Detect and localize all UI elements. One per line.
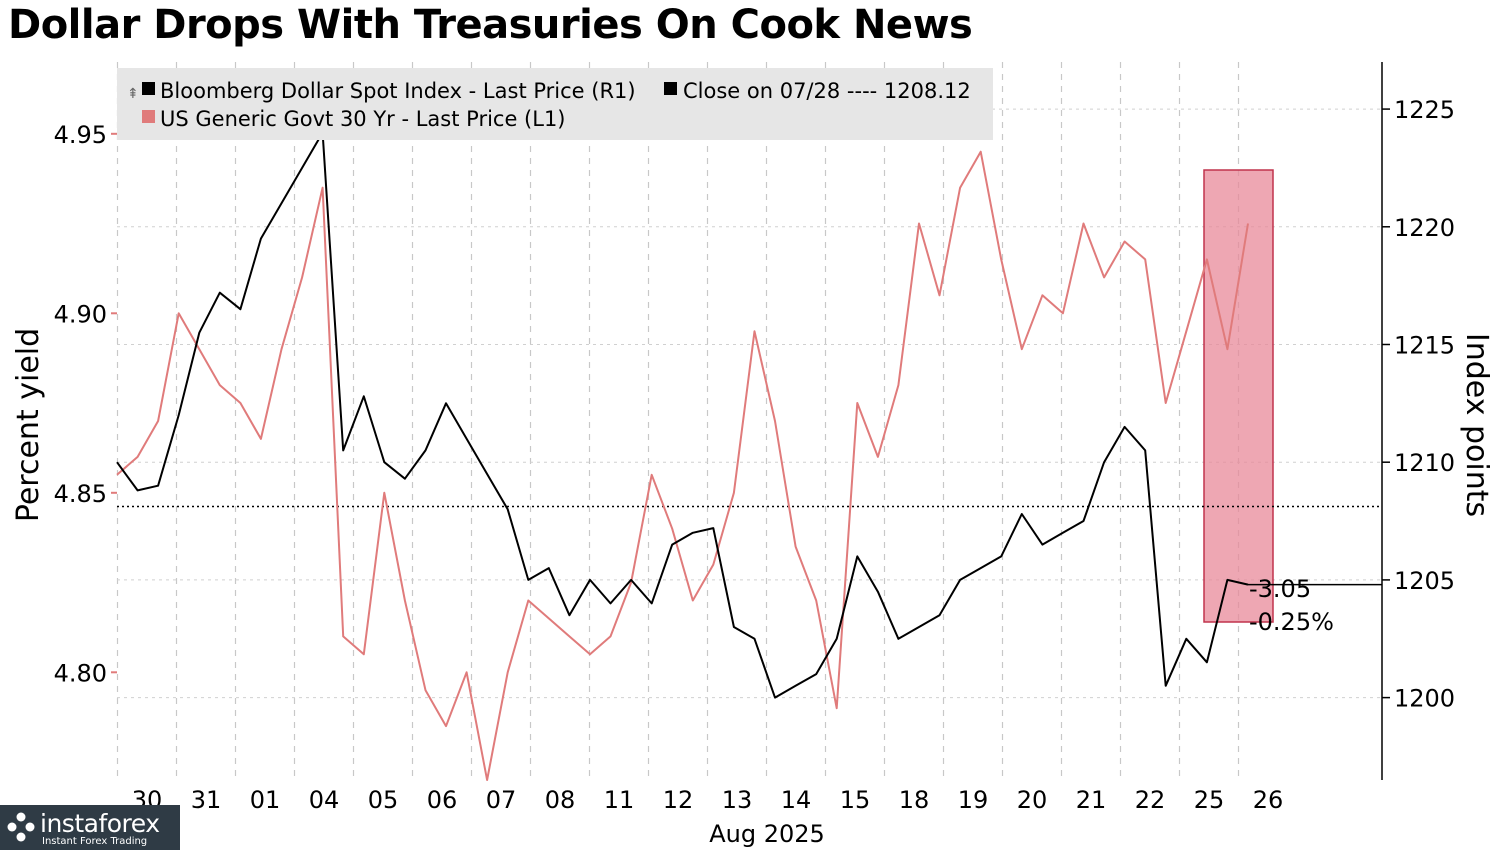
watermark-name: instaforex xyxy=(40,809,160,838)
right-tick-label: 1220 xyxy=(1394,214,1455,242)
left-tick-label: 4.85 xyxy=(54,480,107,508)
x-tick-label: 19 xyxy=(958,786,989,814)
left-axis-title: Percent yield xyxy=(11,328,46,522)
x-tick-label: 26 xyxy=(1253,786,1284,814)
dollar-series-line xyxy=(116,131,1249,699)
instaforex-logo-icon xyxy=(7,812,35,842)
legend-swatch-dollar xyxy=(142,82,155,95)
x-tick-label: 15 xyxy=(840,786,871,814)
left-tick-label: 4.80 xyxy=(54,659,107,687)
left-tick-label: 4.95 xyxy=(54,121,107,149)
legend-close-label: Close on 07/28 ---- 1208.12 xyxy=(683,79,971,103)
x-month-label: Aug 2025 xyxy=(709,820,825,848)
x-tick-label: 13 xyxy=(722,786,753,814)
highlight-layer xyxy=(1203,169,1274,623)
annotation-layer: -3.05 -0.25% xyxy=(1249,575,1334,636)
legend-swatch-yield xyxy=(142,110,155,123)
x-tick-label: 21 xyxy=(1076,786,1107,814)
watermark-tagline: Instant Forex Trading xyxy=(42,836,148,847)
x-tick-label: 01 xyxy=(250,786,281,814)
legend: ⇞ Bloomberg Dollar Spot Index - Last Pri… xyxy=(117,68,993,140)
right-tick-label: 1225 xyxy=(1394,96,1455,124)
x-tick-label: 08 xyxy=(545,786,576,814)
grid-layer xyxy=(116,62,1382,780)
x-tick-label: 20 xyxy=(1017,786,1048,814)
chart-title: Dollar Drops With Treasuries On Cook New… xyxy=(8,2,973,48)
x-tick-label: 06 xyxy=(427,786,458,814)
x-tick-label: 05 xyxy=(368,786,399,814)
change-pct-annotation: -0.25% xyxy=(1249,608,1334,636)
x-tick-label: 11 xyxy=(604,786,635,814)
x-tick-label: 07 xyxy=(486,786,517,814)
right-axis-title: Index points xyxy=(1459,333,1494,517)
right-tick-label: 1200 xyxy=(1394,685,1455,713)
left-tick-label: 4.90 xyxy=(54,300,107,328)
legend-yield-label: US Generic Govt 30 Yr - Last Price (L1) xyxy=(160,107,566,131)
legend-background xyxy=(117,68,993,140)
series-layer xyxy=(116,131,1382,781)
yield-series-line xyxy=(116,150,1249,781)
legend-toggle-icon[interactable]: ⇞ xyxy=(127,86,139,102)
watermark: instaforex Instant Forex Trading xyxy=(0,805,180,850)
change-annotation: -3.05 xyxy=(1249,575,1311,603)
x-tick-label: 31 xyxy=(191,786,222,814)
x-tick-label: 22 xyxy=(1135,786,1166,814)
x-tick-label: 12 xyxy=(663,786,694,814)
legend-dollar-label: Bloomberg Dollar Spot Index - Last Price… xyxy=(160,79,636,103)
highlight-box xyxy=(1203,169,1274,623)
x-tick-label: 04 xyxy=(309,786,340,814)
right-tick-label: 1215 xyxy=(1394,331,1455,359)
legend-swatch-close xyxy=(664,82,677,95)
right-tick-label: 1210 xyxy=(1394,449,1455,477)
right-tick-label: 1205 xyxy=(1394,567,1455,595)
x-tick-label: 18 xyxy=(899,786,930,814)
x-tick-label: 14 xyxy=(781,786,812,814)
x-tick-label: 25 xyxy=(1194,786,1225,814)
